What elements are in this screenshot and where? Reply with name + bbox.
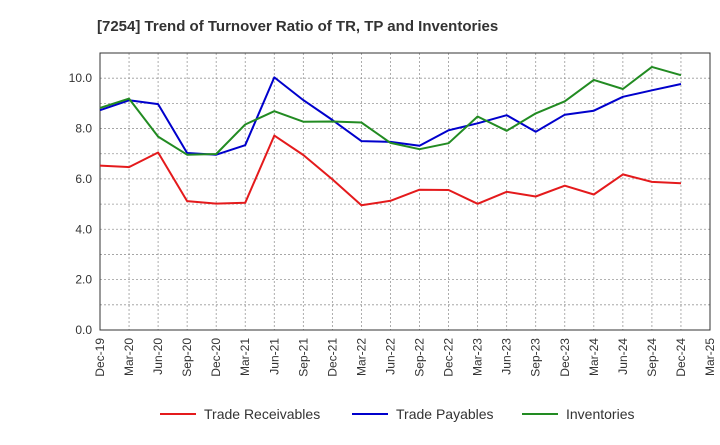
x-tick-label: Sep-20 xyxy=(180,338,194,377)
y-tick-label: 10.0 xyxy=(69,71,93,85)
x-tick-label: Jun-24 xyxy=(616,338,630,375)
x-tick-label: Sep-21 xyxy=(296,338,310,377)
x-tick-label: Jun-22 xyxy=(383,338,397,375)
x-tick-label: Mar-21 xyxy=(238,338,252,376)
chart-title: [7254] Trend of Turnover Ratio of TR, TP… xyxy=(97,18,498,35)
x-tick-label: Mar-20 xyxy=(122,338,136,376)
plot-background xyxy=(100,53,710,330)
x-tick-label: Mar-22 xyxy=(354,338,368,376)
series-line-1 xyxy=(99,134,682,207)
plot-frame xyxy=(99,52,711,331)
legend-label-3: Inventories xyxy=(566,406,634,422)
x-tick-label: Jun-23 xyxy=(500,338,514,375)
x-tick-label: Dec-23 xyxy=(558,338,572,377)
x-tick-label: Mar-23 xyxy=(471,338,485,376)
x-tick-label: Jun-21 xyxy=(267,338,281,375)
y-tick-label: 8.0 xyxy=(75,122,92,136)
plot-area: 0.0 2.0 4.0 6.0 8.0 10.0 Dec-19 Mar-20 Jun-20 Sep… xyxy=(69,52,717,377)
legend-label-2: Trade Payables xyxy=(396,406,494,422)
series-line-3 xyxy=(99,65,682,156)
x-tick-label: Dec-20 xyxy=(209,338,223,377)
x-tick-label: Jun-20 xyxy=(151,338,165,375)
y-tick-label: 4.0 xyxy=(75,222,92,236)
x-tick-label: Dec-21 xyxy=(325,338,339,377)
x-tick-label: Dec-19 xyxy=(93,338,107,377)
x-tick-label: Dec-22 xyxy=(442,338,456,377)
legend-label-1: Trade Receivables xyxy=(204,406,320,422)
legend: Trade Receivables Trade Payables Inventori… xyxy=(160,406,634,422)
y-tick-label: 2.0 xyxy=(75,273,92,287)
y-tick-label: 0.0 xyxy=(75,323,92,337)
x-tick-label: Mar-24 xyxy=(587,338,601,376)
x-tick-label: Mar-25 xyxy=(703,338,717,376)
x-tick-label: Sep-23 xyxy=(529,338,543,377)
x-tick-label: Dec-24 xyxy=(674,338,688,377)
x-tick-label: Sep-24 xyxy=(645,338,659,377)
x-tick-label: Sep-22 xyxy=(413,338,427,377)
y-tick-label: 6.0 xyxy=(75,172,92,186)
